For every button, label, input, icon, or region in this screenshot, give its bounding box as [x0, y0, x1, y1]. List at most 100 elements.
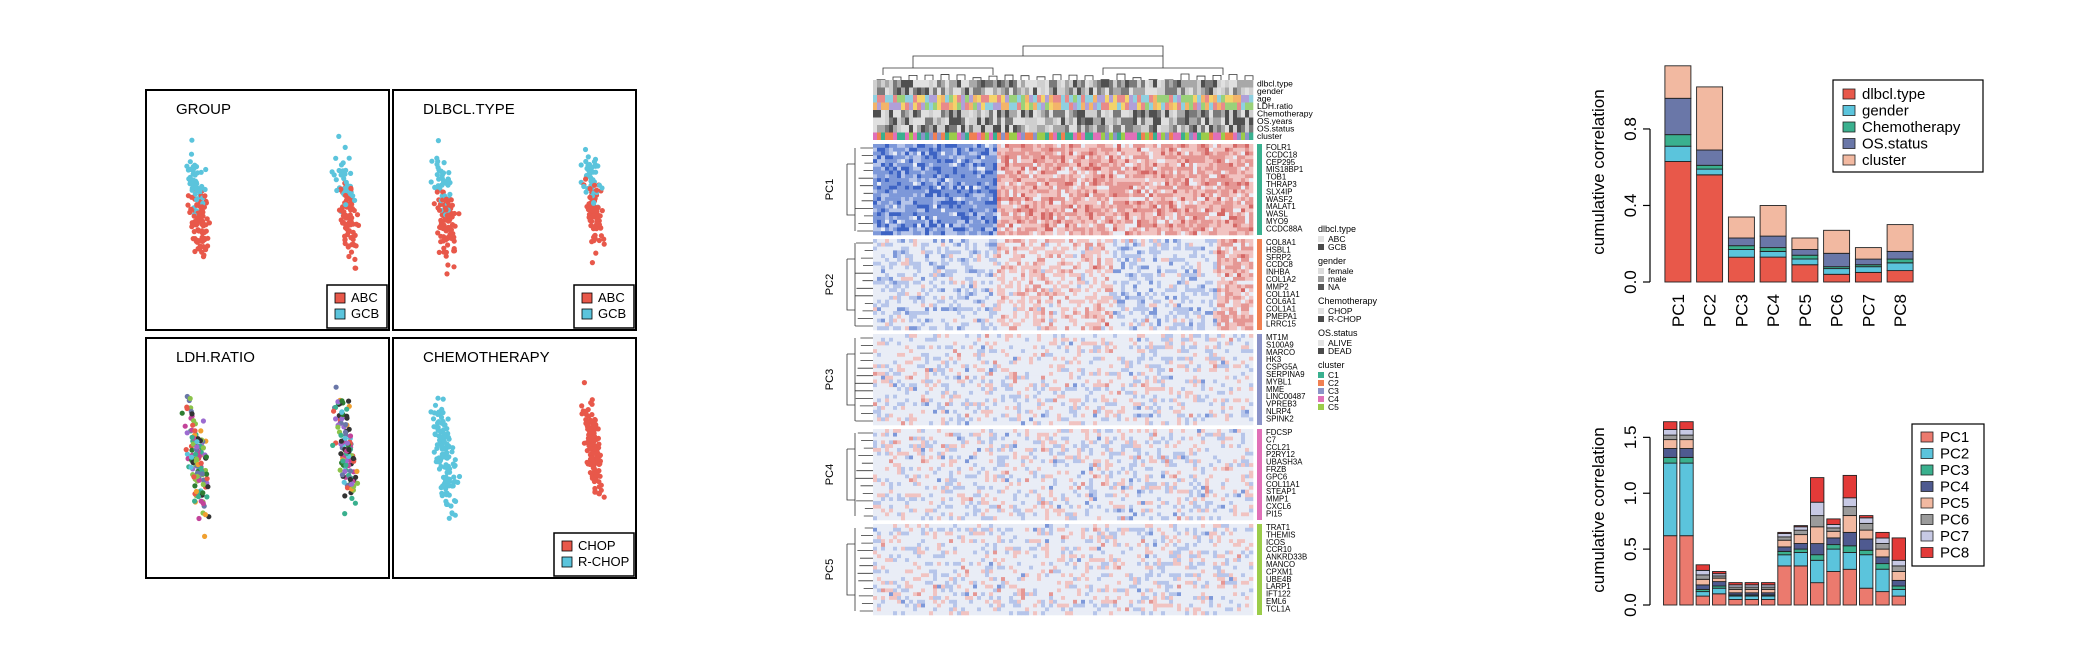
annotation-cell — [1237, 132, 1242, 140]
heatmap-cell — [1085, 219, 1090, 224]
heatmap-cell — [933, 265, 938, 270]
heatmap-cell — [1113, 144, 1118, 149]
heatmap-cell — [905, 204, 910, 209]
heatmap-cell — [1089, 231, 1094, 236]
heatmap-cell — [905, 178, 910, 183]
heatmap-cell — [1141, 246, 1146, 251]
heatmap-cell — [973, 250, 978, 255]
heatmap-cell — [1113, 189, 1118, 194]
heatmap-cell — [933, 254, 938, 259]
heatmap-cell — [1217, 178, 1222, 183]
heatmap-cell — [1137, 174, 1142, 179]
annotation-cell — [1209, 110, 1214, 118]
heatmap-cell — [1141, 212, 1146, 217]
heatmap-cell — [1145, 219, 1150, 224]
heatmap-cell — [1249, 257, 1254, 263]
heatmap-cell — [1137, 155, 1142, 160]
heatmap-cell — [1021, 250, 1026, 255]
heatmap-cell — [1085, 227, 1090, 232]
scatter-point — [204, 476, 210, 482]
heatmap-cell — [1061, 204, 1066, 209]
heatmap-cell — [937, 204, 942, 209]
heatmap-cell — [1193, 174, 1198, 179]
heatmap-cell — [1249, 242, 1254, 247]
annotation-cell — [1097, 125, 1102, 133]
heatmap-cell — [1089, 223, 1094, 228]
scatter-point — [333, 155, 339, 161]
heatmap-cell — [1217, 204, 1222, 209]
heatmap-cell — [1117, 204, 1122, 209]
heatmap-cell — [989, 223, 994, 228]
heatmap-cell — [945, 193, 950, 198]
heatmap-cell — [933, 181, 938, 187]
scatter-point — [338, 432, 344, 438]
heatmap-cell — [917, 200, 922, 205]
heatmap-cell — [1217, 219, 1222, 224]
heatmap-cell — [1097, 147, 1102, 152]
heatmap-cell — [1169, 216, 1174, 221]
heatmap-cell — [1069, 170, 1074, 175]
annotation-cell — [1021, 87, 1026, 95]
heatmap-cell — [1141, 189, 1146, 194]
annotation-cell — [985, 80, 990, 88]
annotation-cell — [1189, 110, 1194, 118]
heatmap-cell — [997, 189, 1002, 194]
heatmap-cell — [1149, 250, 1154, 255]
heatmap-cell — [1029, 170, 1034, 175]
heatmap-cell — [1077, 227, 1082, 232]
heatmap-cell — [1045, 200, 1050, 205]
heatmap-cell — [1109, 193, 1114, 198]
heatmap-cell — [1065, 227, 1070, 232]
annotation-cell — [965, 125, 970, 133]
heatmap-cell — [1189, 178, 1194, 183]
heatmap-cell — [909, 265, 914, 270]
annotation-cell — [1053, 102, 1058, 110]
annotation-cell — [993, 87, 998, 95]
heatmap-cell — [977, 269, 982, 274]
heatmap-cell — [993, 204, 998, 209]
scatter-point — [200, 481, 206, 488]
annotation-cell — [1005, 87, 1010, 95]
heatmap-cell — [1129, 151, 1134, 156]
annotation-cell — [1181, 95, 1186, 103]
heatmap-cell — [945, 254, 950, 259]
heatmap-cell — [989, 239, 994, 244]
heatmap-cell — [901, 231, 906, 236]
heatmap-cell — [881, 231, 886, 236]
annotation-cell — [977, 117, 982, 125]
heatmap-cell — [1197, 261, 1202, 266]
annotation-cell — [957, 110, 962, 118]
heatmap-cell — [1241, 254, 1246, 259]
heatmap-cell — [1197, 151, 1202, 156]
heatmap-cell — [1161, 159, 1166, 164]
annotation-cell — [885, 125, 890, 133]
heatmap-cell — [877, 250, 882, 255]
heatmap-cell — [1145, 227, 1150, 232]
scatter-point — [347, 476, 353, 483]
heatmap-cell — [897, 254, 902, 259]
heatmap-cell — [1013, 204, 1018, 209]
heatmap-cell — [1137, 223, 1142, 228]
scatter-legend-label: GCB — [598, 306, 626, 321]
annotation-cell — [1093, 117, 1098, 125]
scatter-point — [195, 494, 202, 500]
heatmap-cell — [877, 227, 882, 232]
annotation-cell — [1009, 117, 1014, 125]
heatmap-cell — [1029, 193, 1034, 198]
heatmap-cell — [1225, 242, 1230, 247]
heatmap-cell — [1205, 178, 1210, 183]
heatmap-cell — [909, 166, 914, 171]
heatmap-cell — [1093, 189, 1098, 194]
heatmap-cell — [993, 242, 998, 247]
heatmap-cell — [913, 246, 918, 251]
heatmap-cell — [925, 144, 930, 149]
scatter-point — [352, 265, 358, 271]
heatmap-cell — [917, 257, 922, 263]
heatmap-cell — [941, 257, 946, 263]
annotation-cell — [1109, 87, 1114, 95]
heatmap-cell — [1141, 151, 1146, 156]
heatmap-cell — [1101, 162, 1106, 168]
annotation-cell — [1049, 87, 1054, 95]
heatmap-cell — [925, 181, 930, 187]
annotation-cell — [1197, 117, 1202, 125]
